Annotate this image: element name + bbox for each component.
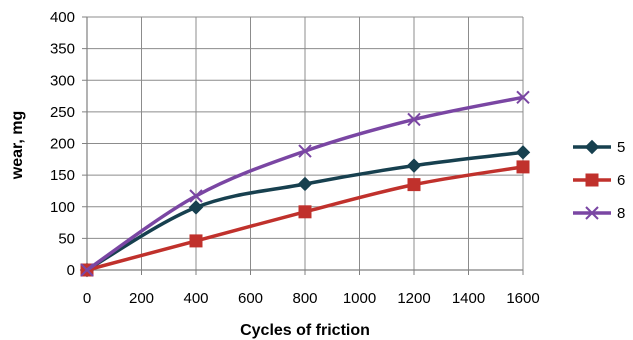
y-tick-label: 300 <box>50 72 75 89</box>
y-tick-label: 0 <box>67 262 75 279</box>
legend-label: 8 <box>617 205 625 222</box>
data-point-8 <box>80 263 94 277</box>
x-tick-label: 400 <box>183 290 208 307</box>
axes <box>82 16 524 275</box>
y-tick-label: 250 <box>50 104 75 121</box>
x-tick-label: 600 <box>238 290 263 307</box>
x-tick-label: 1600 <box>506 290 539 307</box>
legend-item-5: 5 <box>573 139 625 156</box>
data-point-6 <box>189 234 203 248</box>
x-tick-label: 1400 <box>452 290 485 307</box>
legend-marker <box>584 139 600 155</box>
x-axis-title: Cycles of friction <box>240 322 370 339</box>
data-point-5 <box>297 176 313 192</box>
y-tick-label: 400 <box>50 9 75 26</box>
data-point-8 <box>407 112 421 127</box>
data-point-8 <box>298 144 312 158</box>
legend: 5 6 8 <box>573 139 625 222</box>
data-point-6 <box>407 178 421 192</box>
data-point-6 <box>298 205 312 219</box>
x-tick-label: 1200 <box>397 290 430 307</box>
series-layer <box>79 90 531 278</box>
data-point-5 <box>188 200 204 215</box>
legend-item-6: 6 <box>573 172 625 189</box>
x-tick-label: 1000 <box>343 290 376 307</box>
legend-marker <box>585 206 599 220</box>
data-point-8 <box>189 189 203 203</box>
series-8 <box>80 90 530 277</box>
y-tick-label: 200 <box>50 136 75 153</box>
grid <box>87 16 524 270</box>
x-tick-label: 200 <box>129 290 154 307</box>
legend-label: 6 <box>617 172 625 189</box>
y-tick-label: 150 <box>50 167 75 184</box>
data-point-5 <box>406 158 422 173</box>
data-point-5 <box>515 145 531 160</box>
y-tick-label: 350 <box>50 41 75 58</box>
y-tick-label: 100 <box>50 199 75 216</box>
y-tick-label: 50 <box>58 230 75 247</box>
data-point-8 <box>516 90 530 105</box>
data-point-6 <box>516 160 530 174</box>
y-axis-title: wear, mg <box>9 111 26 180</box>
tick-labels: 0 200 400 600 800 1000 1200 1400 1600 0 50 100 150 20… <box>50 9 540 307</box>
legend-marker <box>585 173 599 187</box>
legend-item-8: 8 <box>573 205 625 222</box>
x-tick-label: 0 <box>83 290 91 307</box>
legend-label: 5 <box>617 139 625 156</box>
x-tick-label: 800 <box>292 290 317 307</box>
